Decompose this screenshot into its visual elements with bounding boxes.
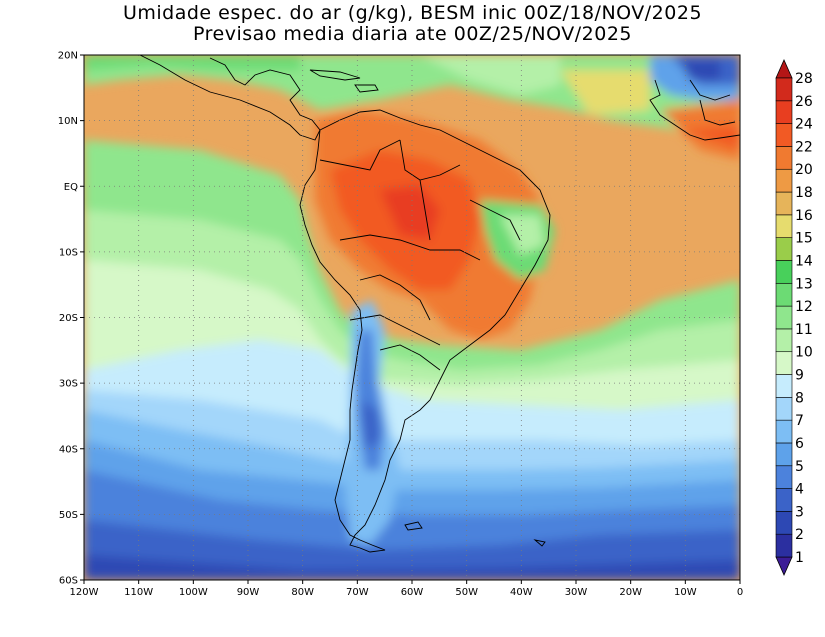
colorbar-min-triangle (775, 556, 793, 576)
colorbar-label: 16 (795, 208, 813, 224)
colorbar-label: 11 (795, 322, 813, 338)
lat-tick-label: 20N (58, 51, 78, 62)
colorbar-swatch (775, 237, 793, 261)
lat-tick-label: 10N (58, 116, 78, 127)
lon-tick-label: 40W (510, 587, 533, 598)
colorbar-swatch (775, 328, 793, 353)
lon-tick-label: 100W (179, 587, 208, 598)
colorbar-swatch (775, 305, 793, 330)
lon-tick-label: 20W (619, 587, 642, 598)
colorbar-label: 4 (795, 482, 804, 498)
colorbar-label: 20 (795, 162, 813, 178)
lat-tick-label: EQ (64, 182, 78, 193)
humidity-field (84, 55, 740, 580)
title-line-1: Umidade espec. do ar (g/kg), BESM inic 0… (122, 2, 703, 24)
lon-tick-label: 80W (291, 587, 314, 598)
colorbar-label: 7 (795, 413, 804, 429)
colorbar-swatch (775, 397, 793, 421)
colorbar-label: 8 (795, 390, 804, 406)
colorbar-max-triangle (775, 59, 793, 79)
colorbar-swatch (775, 374, 793, 398)
colorbar-swatch (775, 465, 793, 489)
lat-tick-label: 50S (59, 510, 78, 521)
colorbar-swatch (775, 488, 793, 512)
colorbar-swatch (775, 123, 793, 147)
colorbar-label: 12 (795, 299, 813, 315)
lat-tick-label: 40S (59, 444, 78, 455)
lon-tick-label: 120W (70, 587, 99, 598)
lon-tick-label: 30W (565, 587, 588, 598)
lon-tick-label: 110W (124, 587, 153, 598)
colorbar-label: 24 (795, 117, 813, 133)
lat-tick-label: 10S (59, 247, 78, 258)
colorbar-swatch (775, 282, 793, 307)
colorbar-label: 26 (795, 94, 813, 110)
title-line-2: Previsao media diaria ate 00Z/25/NOV/202… (193, 23, 632, 45)
colorbar-label: 14 (795, 253, 813, 269)
colorbar-swatch (775, 214, 793, 238)
colorbar-label: 2 (795, 527, 804, 543)
longitude-axis: 120W 110W 100W 90W 80W 70W 60W 50W 40W 30W 20W 10W 0 (70, 580, 743, 598)
lon-tick-label: 90W (237, 587, 260, 598)
lat-tick-label: 30S (59, 379, 78, 390)
colorbar-label: 28 (795, 71, 813, 87)
colorbar-label: 22 (795, 139, 813, 155)
lat-tick-label: 60S (59, 576, 78, 587)
colorbar-swatch (775, 533, 793, 558)
colorbar-label: 3 (795, 504, 804, 520)
colorbar-swatch (775, 351, 793, 375)
lon-tick-label: 10W (674, 587, 697, 598)
colorbar-label: 9 (795, 368, 804, 384)
colorbar-label: 15 (795, 231, 813, 247)
lat-tick-label: 20S (59, 313, 78, 324)
colorbar-label: 13 (795, 276, 813, 292)
lon-tick-label: 0 (737, 587, 743, 598)
colorbar-swatch (775, 511, 793, 535)
colorbar-label: 5 (795, 459, 804, 475)
colorbar-swatch (775, 100, 793, 124)
colorbar-swatch (775, 260, 793, 284)
coastlines (139, 55, 740, 553)
colorbar-swatch (775, 77, 793, 102)
colorbar-label: 6 (795, 436, 804, 452)
lon-tick-label: 50W (455, 587, 478, 598)
colorbar-swatch (775, 168, 793, 193)
colorbar-swatch (775, 191, 793, 216)
colorbar-swatch (775, 146, 793, 170)
lon-tick-label: 70W (346, 587, 369, 598)
latitude-axis: 20N 10N EQ 10S 20S 30S 40S 50S 60S (58, 51, 84, 587)
colorbar-label: 10 (795, 345, 813, 361)
colorbar-swatch (775, 442, 793, 467)
map-title: Umidade espec. do ar (g/kg), BESM inic 0… (0, 3, 825, 45)
colorbar-swatch (775, 419, 793, 444)
colorbar-label: 18 (795, 185, 813, 201)
lon-tick-label: 60W (401, 587, 424, 598)
colorbar-label: 1 (795, 550, 804, 566)
